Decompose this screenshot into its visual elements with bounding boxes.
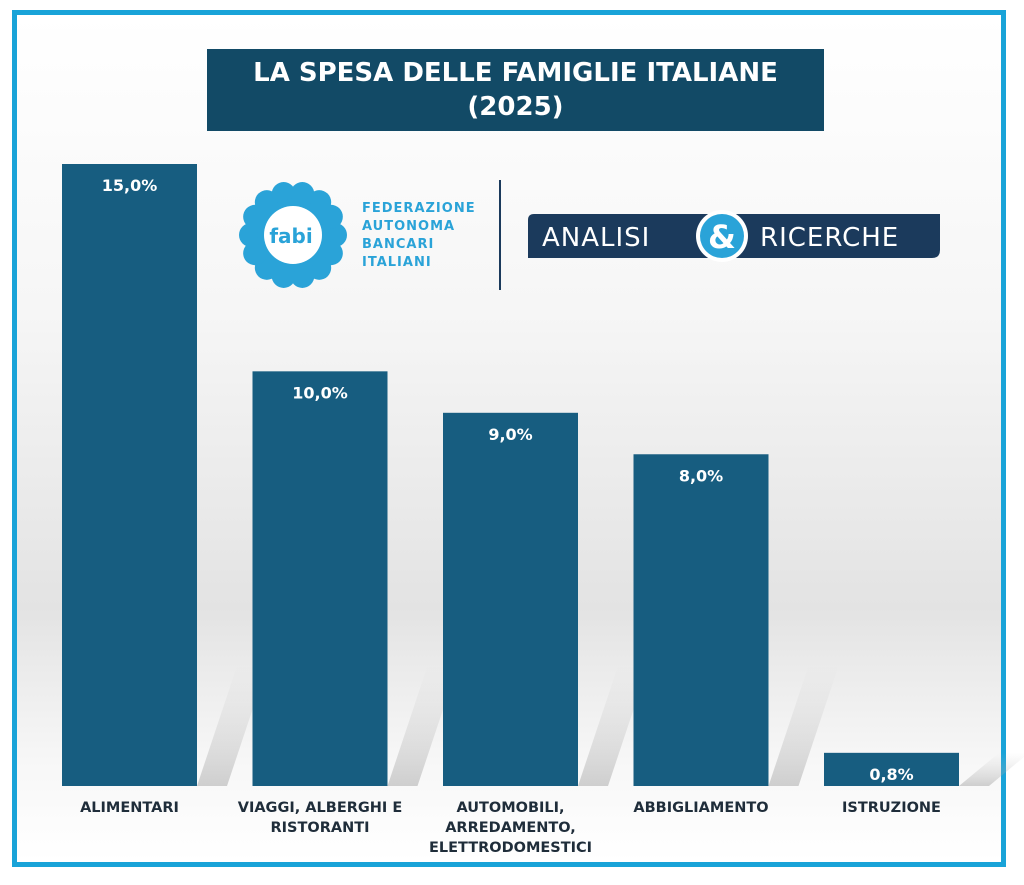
value-labels-group: 15,0% 10,0% 9,0% 8,0% 0,8% xyxy=(102,176,914,784)
category-label: ALIMENTARI xyxy=(80,800,179,816)
bar-value-label: 10,0% xyxy=(292,383,348,402)
bar-shadow xyxy=(959,752,1024,786)
bar-value-label: 8,0% xyxy=(679,466,723,485)
bar-shadows xyxy=(197,666,1024,786)
category-label: RISTORANTI xyxy=(270,820,369,836)
category-labels-group: ALIMENTARI VIAGGI, ALBERGHI E RISTORANTI AU… xyxy=(80,800,941,856)
bar-value-label: 9,0% xyxy=(488,425,532,444)
bar-shadow xyxy=(387,666,458,786)
analisi-ricerche-badge: ANALISI & RICERCHE xyxy=(528,210,940,262)
bar-shadow xyxy=(197,666,267,786)
bar xyxy=(443,412,578,786)
logo-line-3: BANCARI xyxy=(362,237,434,252)
badge-circle-icon xyxy=(700,214,744,258)
title-line-1: LA SPESA DELLE FAMIGLIE ITALIANE xyxy=(253,58,778,88)
flower-petal xyxy=(323,223,347,247)
fabi-flower-icon xyxy=(239,182,347,288)
bar-value-label: 0,8% xyxy=(869,765,913,784)
bar xyxy=(62,164,197,786)
category-label: ARREDAMENTO, xyxy=(445,820,576,836)
bar xyxy=(824,752,959,786)
category-label: ABBIGLIAMENTO xyxy=(633,800,768,816)
badge-right-text: RICERCHE xyxy=(760,223,899,253)
chart-title: LA SPESA DELLE FAMIGLIE ITALIANE (2025) xyxy=(207,49,824,131)
bars-group xyxy=(62,164,959,786)
category-label: VIAGGI, ALBERGHI E xyxy=(238,800,403,816)
flower-center xyxy=(264,206,322,264)
bar-shadow xyxy=(578,666,648,786)
title-line-2: (2025) xyxy=(467,92,564,122)
category-label: AUTOMOBILI, xyxy=(456,800,564,816)
fabi-mark: fabi xyxy=(269,224,312,248)
category-label: ISTRUZIONE xyxy=(842,800,941,816)
logo-line-2: AUTONOMA xyxy=(362,219,455,234)
fabi-logo: fabi FEDERAZIONE AUTONOMA BANCARI ITALIA… xyxy=(239,182,476,288)
bar xyxy=(252,371,388,786)
badge-left-text: ANALISI xyxy=(542,223,650,253)
bar xyxy=(633,454,769,786)
badge-ampersand: & xyxy=(708,218,736,256)
logo-line-4: ITALIANI xyxy=(362,255,432,270)
logo-line-1: FEDERAZIONE xyxy=(362,201,476,216)
bar-value-label: 15,0% xyxy=(102,176,158,195)
bar-shadow xyxy=(768,666,839,786)
category-label: ELETTRODOMESTICI xyxy=(429,840,592,856)
flower-petal xyxy=(239,223,263,247)
